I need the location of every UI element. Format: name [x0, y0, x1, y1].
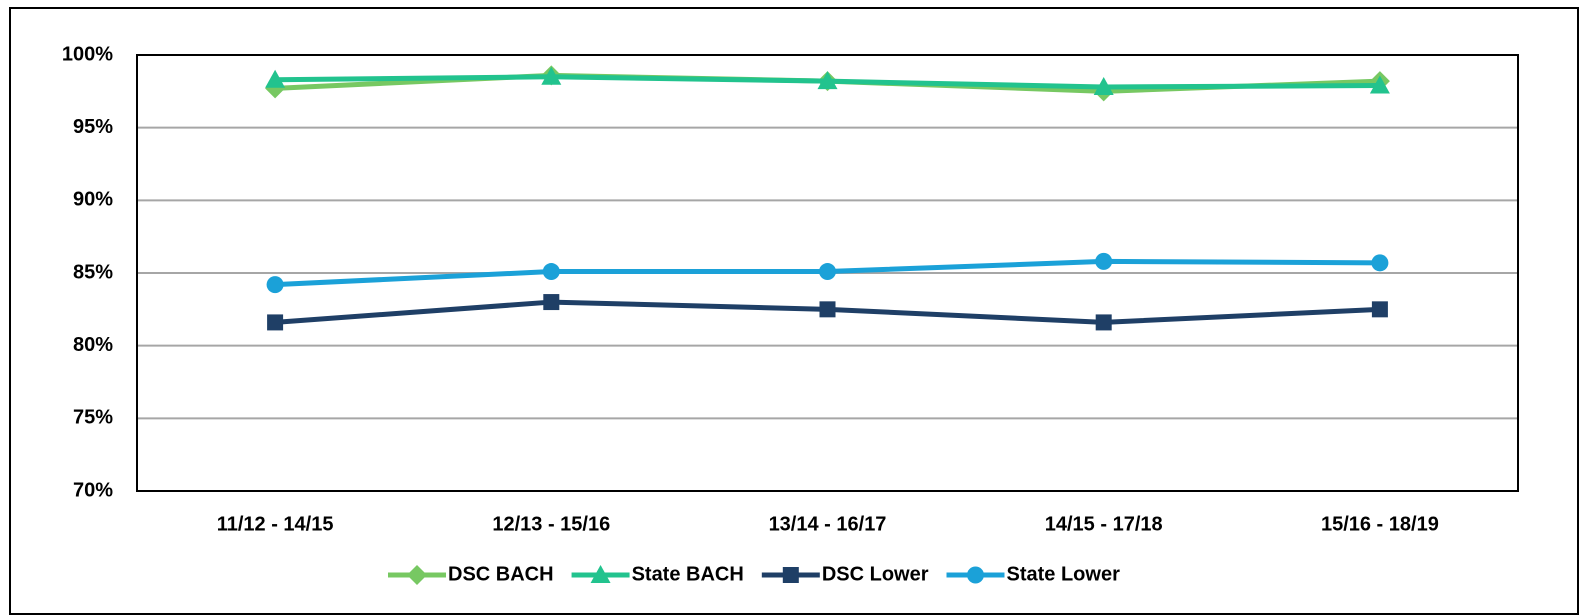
marker [543, 294, 560, 311]
marker [266, 276, 284, 294]
y-tick-label: 85% [73, 261, 113, 283]
marker [541, 66, 562, 85]
marker [1371, 301, 1388, 318]
y-tick-label: 95% [73, 116, 113, 138]
x-tick-label: 11/12 - 14/15 [217, 513, 334, 535]
marker [267, 314, 284, 331]
marker [817, 71, 838, 90]
marker [1095, 252, 1113, 270]
marker [1371, 254, 1389, 272]
marker [1093, 76, 1114, 95]
marker [590, 565, 611, 583]
marker [967, 566, 984, 584]
legend-label: DSC BACH [448, 563, 554, 585]
x-tick-label: 14/15 - 17/18 [1045, 513, 1163, 535]
marker [1095, 314, 1112, 331]
marker [1369, 75, 1390, 94]
plot-border [136, 54, 1519, 492]
x-tick-label: 12/13 - 15/16 [492, 513, 610, 535]
y-tick-label: 100% [62, 43, 113, 65]
x-tick-label: 15/16 - 18/19 [1321, 513, 1439, 535]
marker [407, 565, 427, 585]
marker [819, 301, 836, 318]
y-tick-label: 90% [73, 189, 113, 211]
y-tick-label: 70% [73, 479, 113, 501]
legend-label: State BACH [632, 563, 744, 585]
marker [819, 263, 836, 281]
legend-label: DSC Lower [822, 563, 929, 585]
marker [782, 567, 799, 583]
x-tick-label: 13/14 - 16/17 [769, 513, 887, 535]
y-tick-label: 75% [73, 407, 113, 429]
y-tick-label: 80% [73, 334, 113, 356]
legend-label: State Lower [1007, 563, 1121, 585]
marker [542, 263, 560, 281]
marker [265, 69, 286, 88]
